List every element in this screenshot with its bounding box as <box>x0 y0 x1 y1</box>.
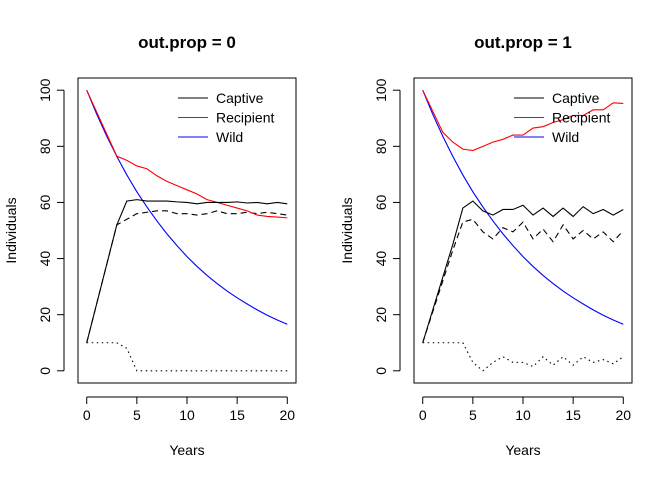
series-line-captive <box>86 199 288 343</box>
y-tick-label: 80 <box>373 138 389 154</box>
series-line-wild <box>422 89 624 325</box>
legend-label-captive: Captive <box>552 90 600 106</box>
x-tick-label: 15 <box>229 407 245 423</box>
series-line-recipient <box>86 89 288 219</box>
panel-1: out.prop = 0 0 5 10 15 20 Years 0 20 40 60 80 100 Ind… <box>3 33 297 458</box>
chart-title: out.prop = 1 <box>474 33 572 52</box>
y-axis: 0 20 40 60 80 100 <box>373 78 401 375</box>
legend: Captive Recipient Wild <box>178 90 274 145</box>
y-tick-label: 0 <box>37 367 53 375</box>
series-line-wild <box>86 89 288 325</box>
y-tick-label: 0 <box>373 367 389 375</box>
x-tick-label: 20 <box>615 407 631 423</box>
legend-label-recipient: Recipient <box>552 110 610 126</box>
legend-label-wild: Wild <box>552 129 579 145</box>
y-tick-label: 20 <box>37 307 53 323</box>
x-tick-label: 5 <box>469 407 477 423</box>
y-tick-label: 60 <box>373 194 389 210</box>
series-line-dashed <box>422 218 624 343</box>
legend: Captive Recipient Wild <box>514 90 610 145</box>
legend-label-wild: Wild <box>216 129 243 145</box>
plot-frame <box>413 77 633 384</box>
x-tick-label: 15 <box>565 407 581 423</box>
legend-label-captive: Captive <box>216 90 264 106</box>
x-tick-label: 0 <box>419 407 427 423</box>
series-line-dotted <box>422 342 624 372</box>
series-line-recipient <box>422 89 624 152</box>
x-tick-label: 0 <box>83 407 91 423</box>
x-axis-label: Years <box>169 442 204 458</box>
y-axis: 0 20 40 60 80 100 <box>37 78 65 375</box>
x-tick-label: 10 <box>179 407 195 423</box>
y-tick-label: 80 <box>37 138 53 154</box>
x-tick-label: 20 <box>279 407 295 423</box>
x-tick-label: 5 <box>133 407 141 423</box>
y-tick-label: 40 <box>373 251 389 267</box>
legend-label-recipient: Recipient <box>216 110 274 126</box>
series-line-dashed <box>86 210 288 343</box>
x-tick-label: 10 <box>515 407 531 423</box>
x-axis-label: Years <box>505 442 540 458</box>
x-axis: 0 5 10 15 20 <box>83 396 295 423</box>
panel-2: out.prop = 1 0 5 10 15 20 Years 0 20 40 60 80 100 Ind… <box>339 33 633 458</box>
y-tick-label: 100 <box>373 78 389 102</box>
series-line-dotted <box>86 342 288 372</box>
chart-title: out.prop = 0 <box>138 33 236 52</box>
plot-frame <box>77 77 297 384</box>
y-axis-label: Individuals <box>339 197 355 263</box>
series-line-captive <box>422 200 624 343</box>
y-tick-label: 40 <box>37 251 53 267</box>
y-tick-label: 20 <box>373 307 389 323</box>
y-axis-label: Individuals <box>3 197 19 263</box>
x-axis: 0 5 10 15 20 <box>419 396 631 423</box>
y-tick-label: 100 <box>37 78 53 102</box>
y-tick-label: 60 <box>37 194 53 210</box>
